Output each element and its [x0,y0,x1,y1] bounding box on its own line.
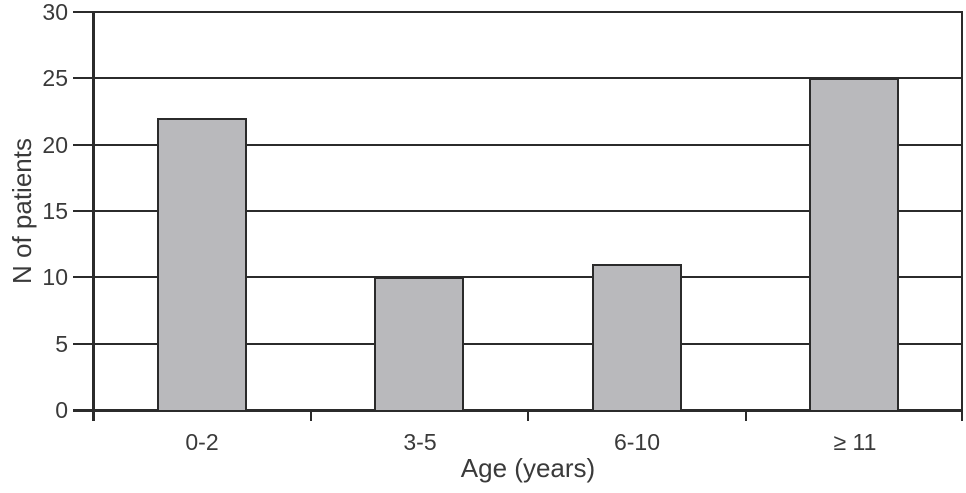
gridline [73,343,963,345]
y-tick-label: 15 [42,198,68,224]
gridline [73,144,963,146]
gridline [73,77,963,79]
y-tick-label: 5 [55,331,68,357]
x-category-label: 6-10 [613,429,661,455]
plot-right-border [961,12,963,421]
y-tick-label: 30 [42,0,68,25]
gridline [73,210,963,212]
x-axis-title: Age (years) [460,453,596,483]
bar [157,118,247,410]
x-tick [310,410,312,421]
y-tick-label: 20 [42,132,68,158]
x-category-label: ≥ 11 [833,429,877,455]
bar [592,264,682,410]
y-tick-label: 10 [42,264,68,290]
x-category-label: 3-5 [403,429,437,455]
x-tick [527,410,529,421]
bar [809,78,899,410]
x-tick [745,410,747,421]
y-axis-line [92,11,95,421]
bar [374,277,464,410]
y-tick-label: 25 [42,65,68,91]
y-tick-label: 0 [55,397,68,423]
gridline [73,11,963,13]
x-axis-line [73,409,963,412]
x-category-label: 0-2 [185,429,219,455]
gridline [73,276,963,278]
